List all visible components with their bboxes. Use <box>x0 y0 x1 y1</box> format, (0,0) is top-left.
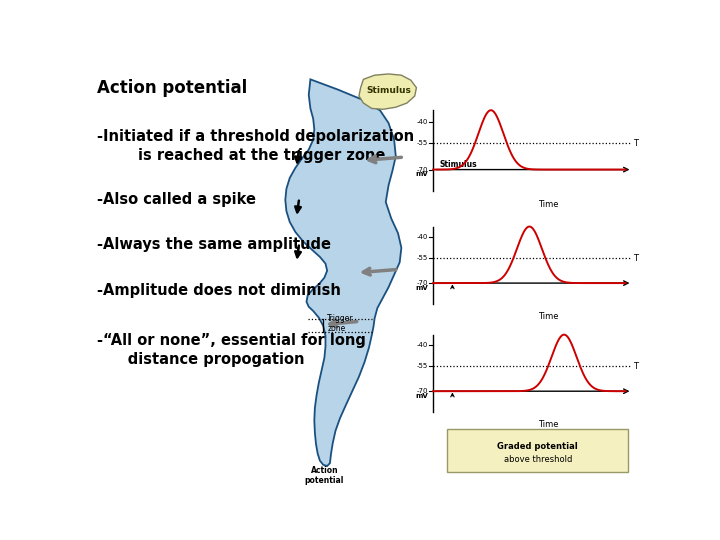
Text: mV: mV <box>415 393 428 399</box>
Text: Time: Time <box>539 312 559 321</box>
FancyBboxPatch shape <box>447 429 629 472</box>
Text: mV: mV <box>415 285 428 291</box>
Text: -40: -40 <box>417 119 428 125</box>
Bar <box>433 109 626 196</box>
Text: Action potential: Action potential <box>97 79 248 97</box>
Text: Time: Time <box>539 200 559 209</box>
Text: T: T <box>634 139 639 148</box>
Text: Graded potential: Graded potential <box>498 442 578 451</box>
Text: Trigger
zone: Trigger zone <box>327 314 354 333</box>
Text: -70: -70 <box>417 166 428 173</box>
Text: Stimulus: Stimulus <box>440 160 477 168</box>
Text: -Initiated if a threshold depolarization
        is reached at the trigger zone: -Initiated if a threshold depolarization… <box>97 129 415 163</box>
Text: Time: Time <box>539 420 559 429</box>
Text: -70: -70 <box>417 280 428 286</box>
Text: -55: -55 <box>417 140 428 146</box>
Text: -40: -40 <box>417 234 428 240</box>
Text: T: T <box>634 362 639 371</box>
Text: -Amplitude does not diminish: -Amplitude does not diminish <box>97 283 341 298</box>
Polygon shape <box>359 74 416 109</box>
Text: above threshold: above threshold <box>503 455 572 464</box>
Text: -40: -40 <box>417 342 428 348</box>
Text: Stimulus: Stimulus <box>366 86 411 96</box>
Text: -55: -55 <box>417 255 428 261</box>
Text: -70: -70 <box>417 388 428 394</box>
Text: -55: -55 <box>417 363 428 369</box>
Polygon shape <box>285 79 401 466</box>
Text: -“All or none”, essential for long
      distance propogation: -“All or none”, essential for long dista… <box>97 333 366 367</box>
Text: Action
potential: Action potential <box>305 466 344 485</box>
Text: -Also called a spike: -Also called a spike <box>97 192 256 207</box>
Text: mV: mV <box>415 171 428 177</box>
Bar <box>433 225 626 308</box>
Text: T: T <box>634 254 639 262</box>
Text: -Always the same amplitude: -Always the same amplitude <box>97 238 331 252</box>
Bar <box>433 333 626 416</box>
